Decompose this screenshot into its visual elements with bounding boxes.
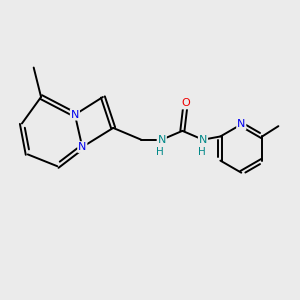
Text: N: N xyxy=(71,110,79,120)
Text: N: N xyxy=(158,135,166,145)
Text: O: O xyxy=(181,98,190,109)
Text: N: N xyxy=(199,135,207,145)
Text: N: N xyxy=(237,119,245,129)
Text: H: H xyxy=(156,147,164,157)
Text: H: H xyxy=(198,147,206,157)
Text: N: N xyxy=(78,142,86,152)
